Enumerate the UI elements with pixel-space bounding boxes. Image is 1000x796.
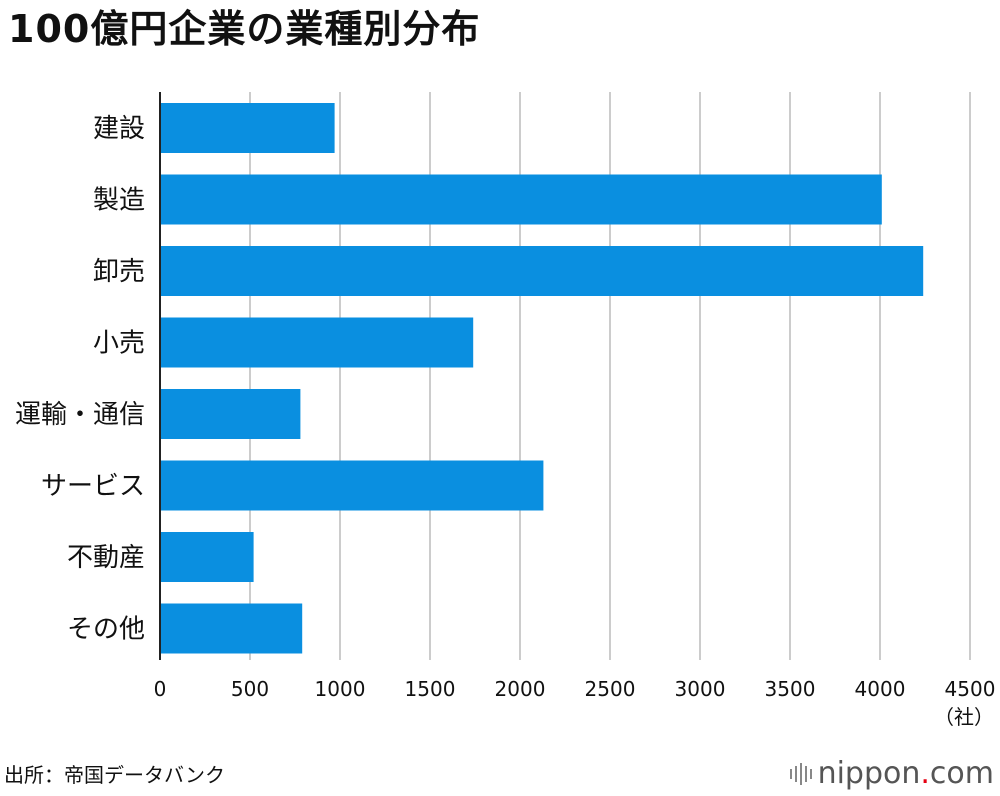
bar	[160, 460, 544, 511]
bars	[160, 103, 924, 654]
category-label: 建設	[93, 114, 145, 144]
bar	[160, 246, 924, 296]
bar	[160, 103, 335, 153]
x-tick-label: 2500	[585, 677, 636, 701]
bar	[160, 603, 303, 654]
bar	[160, 532, 254, 582]
source-note: 出所：帝国データバンク	[4, 763, 225, 787]
brand-dot: .	[920, 756, 930, 791]
x-tick-label: 500	[231, 677, 269, 701]
category-label: 運輸・通信	[15, 400, 145, 430]
category-label: その他	[67, 615, 145, 645]
category-label: 卸売	[93, 257, 145, 287]
x-tick-label: 1000	[315, 677, 366, 701]
bar	[160, 389, 301, 439]
x-tick-labels: 0 500 1000 1500 2000 2500 3000 3500 4000 4500	[154, 677, 996, 701]
brand-logo: nippon.com	[789, 756, 994, 792]
x-unit-label: （社）	[934, 705, 994, 729]
x-tick-label: 2000	[495, 677, 546, 701]
bar	[160, 174, 882, 225]
x-tick-label: 0	[154, 677, 167, 701]
bar	[160, 317, 474, 368]
category-label: 小売	[93, 329, 145, 359]
x-tick-label: 4500	[945, 677, 996, 701]
x-tick-label: 3000	[675, 677, 726, 701]
chart-title: 100億円企業の業種別分布	[8, 7, 481, 51]
x-tick-label: 1500	[405, 677, 456, 701]
brand-tld: com	[929, 756, 994, 791]
brand-bars-icon	[789, 763, 812, 785]
category-label: 製造	[93, 186, 145, 216]
category-label: 不動産	[67, 543, 145, 573]
x-tick-label: 3500	[765, 677, 816, 701]
brand-name: nippon	[817, 756, 921, 791]
category-label: サービス	[41, 472, 145, 502]
x-tick-label: 4000	[855, 677, 906, 701]
